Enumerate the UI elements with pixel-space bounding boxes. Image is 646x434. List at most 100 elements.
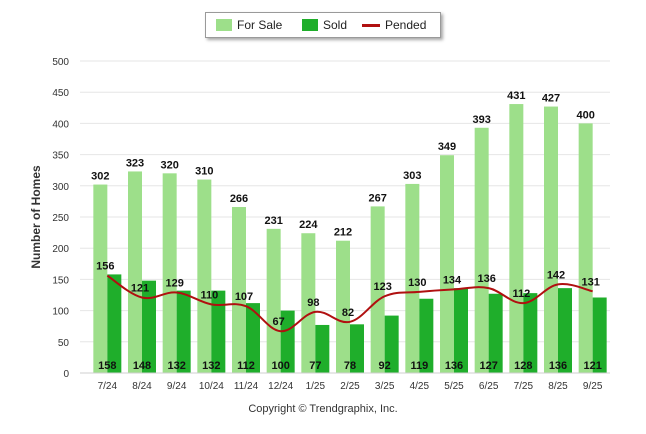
x-tick-label-9/25: 9/25 [583,381,603,392]
bar-sold-1/25 [315,324,330,373]
legend-item-pended[interactable]: Pended [362,18,426,32]
label-for-sale-6/25: 393 [472,114,490,126]
label-for-sale-9/24: 320 [160,159,178,171]
label-for-sale-3/25: 267 [368,192,386,204]
bar-sold-10/24 [211,290,226,373]
label-pended-10/24: 110 [200,289,218,301]
label-sold-2/25: 78 [344,360,356,372]
bar-for-sale-3/25 [370,206,385,373]
x-tick-label-10/24: 10/24 [199,381,224,392]
bar-for-sale-6/25 [474,127,489,373]
bar-sold-8/25 [558,288,572,373]
y-axis-title: Number of Homes [29,165,43,269]
label-sold-3/25: 92 [379,360,391,372]
y-tick-label-50: 50 [58,338,70,349]
x-tick-label-12/24: 12/24 [268,381,293,392]
y-tick-label-450: 450 [52,88,69,99]
bar-for-sale-7/25 [509,104,524,373]
label-sold-9/24: 132 [167,360,185,372]
bar-for-sale-1/25 [301,233,316,373]
y-tick-label-500: 500 [52,57,69,68]
label-pended-7/25: 112 [512,288,530,300]
label-for-sale-7/24: 302 [91,171,109,183]
for-sale-swatch [216,19,232,31]
label-pended-8/24: 121 [131,282,149,294]
bar-sold-2/25 [350,324,364,373]
bar-sold-4/25 [419,298,434,373]
label-for-sale-7/25: 431 [507,90,525,102]
x-tick-label-8/24: 8/24 [132,381,152,392]
bar-for-sale-10/24 [197,179,212,373]
label-sold-9/25: 121 [583,360,601,372]
bar-for-sale-4/25 [405,183,420,373]
bar-for-sale-7/24 [93,184,108,373]
label-pended-1/25: 98 [307,297,319,309]
pended-line [106,274,593,333]
label-for-sale-11/24: 266 [230,193,248,205]
x-tick-label-8/25: 8/25 [548,381,568,392]
y-tick-label-0: 0 [63,369,69,380]
legend-item-for-sale[interactable]: For Sale [216,18,282,32]
x-tick-label-3/25: 3/25 [375,381,395,392]
legend-label-pended: Pended [385,18,427,32]
x-tick-label-1/25: 1/25 [306,381,326,392]
y-tick-label-200: 200 [52,244,69,255]
bar-sold-8/24 [142,280,156,373]
label-sold-11/24: 112 [237,360,255,372]
label-sold-8/24: 148 [133,360,151,372]
bar-for-sale-11/24 [232,207,246,373]
sold-swatch [302,19,318,31]
copyright-text: Copyright © Trendgraphix, Inc. [248,403,398,415]
bar-sold-9/24 [176,290,191,373]
y-tick-label-100: 100 [52,307,69,318]
label-for-sale-5/25: 349 [438,141,456,153]
label-pended-6/25: 136 [477,273,495,285]
legend-label-sold: Sold [323,18,348,32]
label-sold-8/25: 136 [549,360,567,372]
label-pended-3/25: 123 [373,281,391,293]
legend-item-sold[interactable]: Sold [302,18,347,32]
bar-for-sale-8/25 [544,106,558,373]
y-tick-label-150: 150 [52,275,69,286]
x-tick-label-7/25: 7/25 [514,381,534,392]
label-for-sale-1/25: 224 [299,219,318,231]
x-tick-label-11/24: 11/24 [234,381,259,392]
label-pended-9/24: 129 [165,278,183,290]
label-sold-7/25: 128 [514,360,532,372]
bar-for-sale-5/25 [440,155,454,373]
x-tick-label-2/25: 2/25 [340,381,360,392]
bar-sold-12/24 [280,310,295,373]
label-for-sale-8/24: 323 [126,157,144,169]
y-tick-label-350: 350 [52,151,69,162]
bar-sold-9/25 [592,297,607,373]
label-pended-7/24: 156 [96,261,114,273]
label-sold-1/25: 77 [309,360,321,372]
label-sold-5/25: 136 [445,360,463,372]
bar-for-sale-12/24 [266,228,281,373]
label-for-sale-8/25: 427 [542,93,560,105]
bar-for-sale-8/24 [128,171,142,373]
label-pended-8/25: 142 [547,269,565,281]
label-for-sale-10/24: 310 [195,166,213,178]
bar-sold-7/24 [107,274,122,373]
label-pended-4/25: 130 [408,277,426,289]
label-pended-11/24: 107 [235,291,253,303]
label-for-sale-12/24: 231 [264,215,282,227]
label-for-sale-4/25: 303 [403,170,421,182]
legend-label-for-sale: For Sale [237,18,283,32]
bar-for-sale-2/25 [336,240,350,373]
label-pended-2/25: 82 [342,307,354,319]
label-sold-12/24: 100 [271,360,289,372]
x-tick-label-9/24: 9/24 [167,381,187,392]
label-pended-9/25: 131 [581,276,599,288]
label-pended-5/25: 134 [443,274,462,286]
label-for-sale-9/25: 400 [576,109,594,121]
bar-sold-5/25 [454,288,468,373]
x-tick-label-5/25: 5/25 [444,381,464,392]
bar-for-sale-9/24 [162,173,177,373]
x-tick-label-6/25: 6/25 [479,381,499,392]
bar-sold-11/24 [246,303,260,373]
y-tick-label-250: 250 [52,213,69,224]
